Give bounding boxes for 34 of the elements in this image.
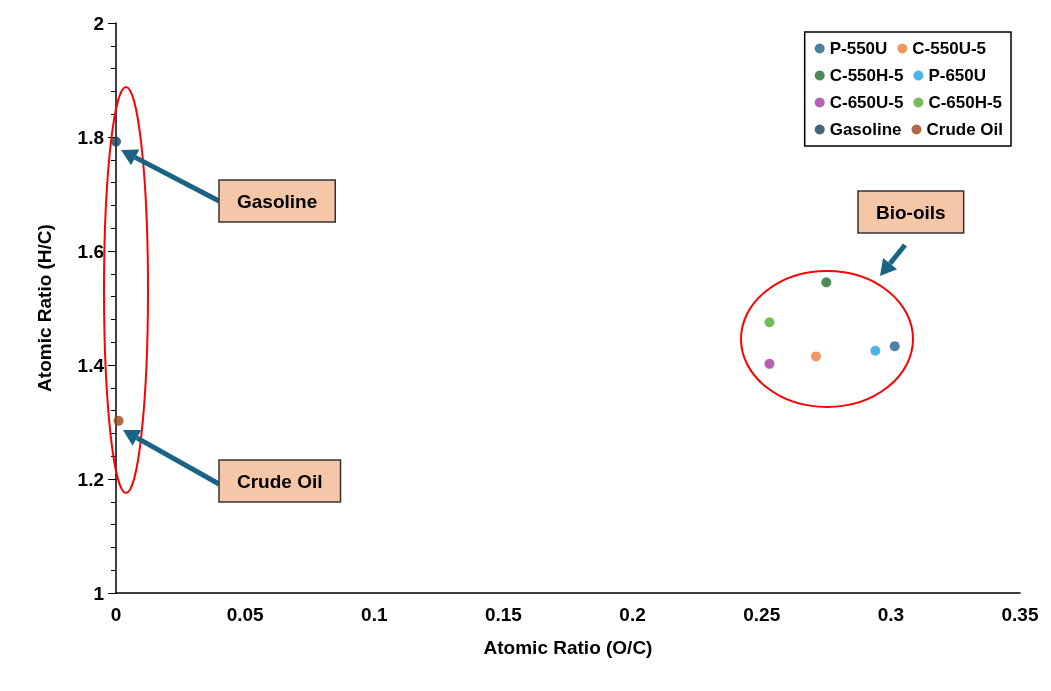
legend-label: P-650U bbox=[928, 66, 987, 85]
x-axis-title: Atomic Ratio (O/C) bbox=[483, 637, 653, 658]
x-tick-label: 0.2 bbox=[619, 604, 646, 625]
y-axis-title: Atomic Ratio (H/C) bbox=[34, 224, 55, 392]
point bbox=[111, 136, 121, 147]
point bbox=[764, 358, 775, 369]
annotation: Crude Oil bbox=[237, 471, 323, 492]
x-tick-label: 0.15 bbox=[484, 604, 523, 625]
y-tick-label: 1.4 bbox=[77, 354, 105, 376]
point bbox=[870, 345, 881, 356]
annotation: Gasoline bbox=[237, 191, 318, 212]
legend-label: C-650H-5 bbox=[928, 93, 1003, 112]
x-tick-label: 0.05 bbox=[226, 604, 265, 625]
legend-label: Gasoline bbox=[829, 120, 902, 139]
point bbox=[889, 341, 900, 352]
point bbox=[113, 415, 124, 426]
legend-label: C-550U-5 bbox=[912, 39, 987, 58]
y-tick-label: 1.8 bbox=[77, 126, 104, 148]
y-tick-label: 1 bbox=[93, 582, 105, 604]
legend-label: C-650U-5 bbox=[829, 93, 904, 112]
y-tick-label: 2 bbox=[93, 12, 104, 34]
x-tick-label: 0 bbox=[110, 604, 122, 625]
point bbox=[764, 317, 775, 328]
x-tick-label: 0.35 bbox=[1001, 604, 1039, 625]
annotation: Bio-oils bbox=[876, 202, 946, 223]
point bbox=[810, 351, 821, 362]
point bbox=[821, 277, 832, 288]
legend-label: Crude Oil bbox=[926, 120, 1004, 139]
x-tick-label: 0.3 bbox=[877, 604, 905, 625]
x-tick-label: 0.1 bbox=[361, 604, 388, 625]
x-tick-label: 0.25 bbox=[743, 604, 781, 625]
legend-label: P-550U bbox=[829, 39, 888, 58]
legend-label: C-550H-5 bbox=[829, 66, 904, 85]
y-tick-label: 1.2 bbox=[77, 468, 104, 490]
